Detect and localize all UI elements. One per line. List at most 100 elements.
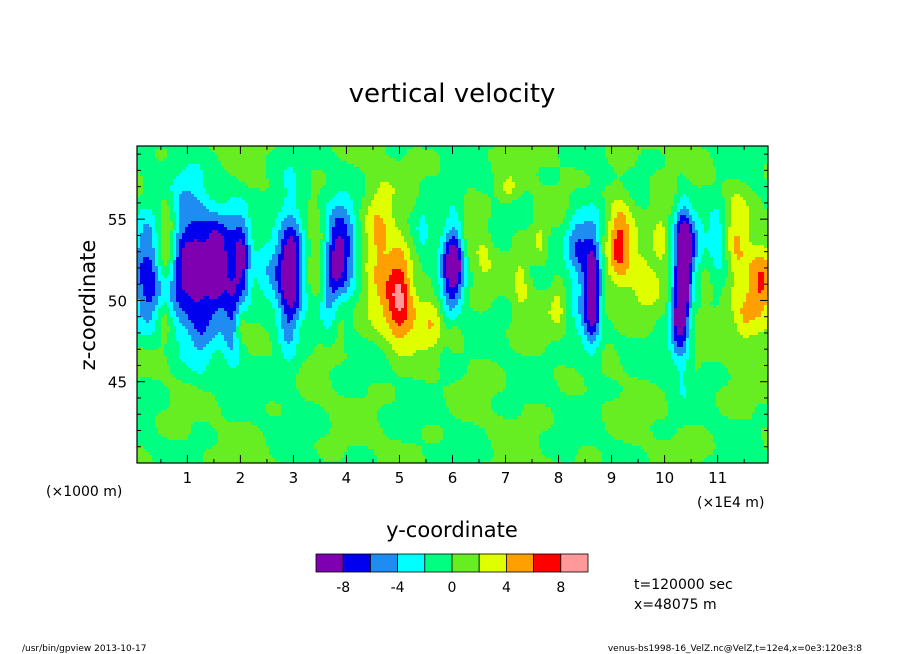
contour-cell	[380, 146, 384, 150]
contour-cell	[644, 200, 648, 204]
contour-cell	[485, 170, 489, 174]
contour-cell	[272, 176, 276, 180]
contour-cell	[482, 158, 486, 162]
contour-cell	[725, 146, 729, 150]
contour-cell	[413, 215, 417, 219]
contour-cell	[362, 146, 366, 150]
contour-cell	[167, 155, 171, 159]
contour-cell	[221, 182, 225, 186]
contour-cell	[434, 200, 438, 204]
contour-cell	[482, 197, 486, 201]
contour-cell	[392, 173, 396, 177]
contour-cell	[446, 209, 450, 213]
contour-cell	[758, 155, 762, 159]
contour-cell	[578, 167, 582, 171]
contour-cell	[413, 203, 417, 207]
contour-cell	[323, 158, 327, 162]
contour-cell	[488, 200, 492, 204]
contour-cell	[617, 203, 621, 207]
contour-cell	[728, 194, 732, 198]
contour-cell	[371, 179, 375, 183]
contour-cell	[410, 191, 414, 195]
contour-cell	[413, 146, 417, 150]
contour-cell	[614, 182, 618, 186]
contour-cell	[503, 185, 507, 189]
contour-cell	[146, 188, 150, 192]
contour-cell	[602, 161, 606, 165]
contour-cell	[410, 200, 414, 204]
contour-cell	[338, 197, 342, 201]
contour-cell	[428, 170, 432, 174]
contour-cell	[305, 146, 309, 150]
contour-cell	[563, 182, 567, 186]
contour-cell	[650, 206, 654, 210]
contour-cell	[215, 185, 219, 189]
contour-cell	[338, 188, 342, 192]
contour-cell	[230, 212, 234, 216]
contour-cell	[299, 203, 303, 207]
contour-cell	[461, 152, 465, 156]
contour-cell	[524, 161, 528, 165]
contour-cell	[737, 212, 741, 216]
contour-cell	[260, 215, 264, 219]
contour-cell	[512, 191, 516, 195]
contour-cell	[494, 215, 498, 219]
contour-cell	[308, 179, 312, 183]
contour-cell	[155, 215, 159, 219]
contour-cell	[629, 206, 633, 210]
contour-cell	[437, 212, 441, 216]
contour-cell	[326, 215, 330, 219]
contour-cell	[560, 194, 564, 198]
contour-cell	[653, 179, 657, 183]
contour-cell	[419, 191, 423, 195]
contour-cell	[260, 206, 264, 210]
contour-cell	[698, 149, 702, 153]
contour-cell	[374, 179, 378, 183]
contour-cell	[239, 182, 243, 186]
contour-cell	[416, 176, 420, 180]
contour-cell	[341, 170, 345, 174]
contour-cell	[152, 200, 156, 204]
contour-cell	[263, 206, 267, 210]
contour-cell	[638, 197, 642, 201]
contour-cell	[212, 191, 216, 195]
contour-cell	[707, 170, 711, 174]
contour-cell	[677, 200, 681, 204]
contour-cell	[350, 152, 354, 156]
contour-cell	[326, 200, 330, 204]
contour-cell	[311, 215, 315, 219]
contour-cell	[716, 161, 720, 165]
contour-cell	[248, 167, 252, 171]
contour-cell	[290, 215, 294, 219]
contour-cell	[218, 191, 222, 195]
contour-cell	[665, 197, 669, 201]
contour-cell	[290, 197, 294, 201]
contour-cell	[716, 203, 720, 207]
contour-cell	[464, 170, 468, 174]
contour-cell	[287, 149, 291, 153]
contour-cell	[506, 176, 510, 180]
contour-cell	[632, 194, 636, 198]
contour-cell	[326, 182, 330, 186]
contour-cell	[632, 173, 636, 177]
contour-cell	[737, 164, 741, 168]
contour-cell	[320, 146, 324, 150]
contour-cell	[350, 215, 354, 219]
contour-cell	[422, 215, 426, 219]
contour-cell	[356, 170, 360, 174]
contour-cell	[479, 161, 483, 165]
contour-cell	[254, 146, 258, 150]
contour-cell	[485, 209, 489, 213]
contour-cell	[326, 206, 330, 210]
contour-cell	[245, 149, 249, 153]
contour-cell	[221, 191, 225, 195]
contour-cell	[410, 197, 414, 201]
contour-cell	[626, 206, 630, 210]
contour-cell	[218, 215, 222, 219]
contour-cell	[341, 188, 345, 192]
contour-cell	[665, 194, 669, 198]
contour-cell	[554, 146, 558, 150]
contour-cell	[482, 152, 486, 156]
contour-cell	[263, 203, 267, 207]
contour-cell	[482, 188, 486, 192]
